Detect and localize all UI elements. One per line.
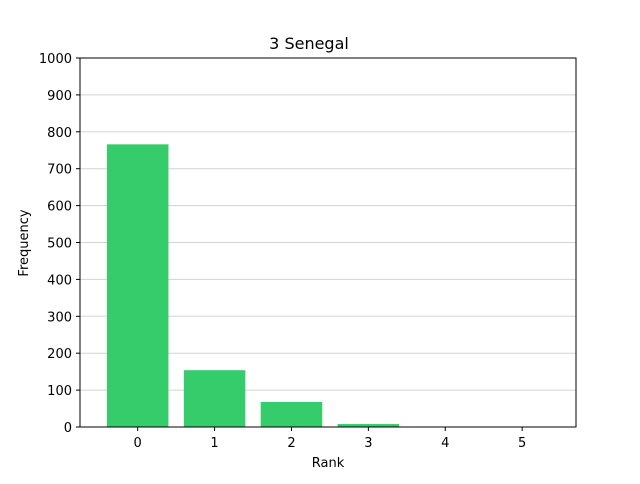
bar-3 bbox=[337, 424, 400, 427]
y-tick-label: 1000 bbox=[39, 52, 72, 67]
bar-0 bbox=[106, 144, 169, 427]
x-tick-label: 4 bbox=[441, 436, 449, 451]
y-tick-label: 800 bbox=[47, 126, 72, 141]
chart-title: 3 Senegal bbox=[269, 34, 349, 53]
y-tick-label: 700 bbox=[47, 163, 72, 178]
x-tick-label: 2 bbox=[287, 436, 295, 451]
y-tick-label: 100 bbox=[47, 384, 72, 399]
y-tick-label: 900 bbox=[47, 89, 72, 104]
bar-2 bbox=[260, 401, 323, 427]
x-tick-label: 3 bbox=[364, 436, 372, 451]
x-tick-label: 1 bbox=[210, 436, 218, 451]
x-axis-ticks: 0 1 2 3 4 5 bbox=[134, 427, 526, 451]
y-tick-label: 400 bbox=[47, 273, 72, 288]
y-axis-ticks: 0 100 200 300 400 500 600 700 800 900 1000 bbox=[39, 52, 80, 436]
y-tick-label: 0 bbox=[64, 421, 72, 436]
bars bbox=[106, 144, 400, 427]
x-tick-label: 5 bbox=[518, 436, 526, 451]
y-tick-label: 500 bbox=[47, 237, 72, 252]
y-tick-label: 600 bbox=[47, 200, 72, 215]
y-tick-label: 200 bbox=[47, 347, 72, 362]
y-axis-label: Frequency bbox=[17, 209, 32, 276]
y-tick-label: 300 bbox=[47, 310, 72, 325]
bar-1 bbox=[183, 370, 246, 427]
x-tick-label: 0 bbox=[134, 436, 142, 451]
x-axis-label: Rank bbox=[312, 456, 345, 471]
